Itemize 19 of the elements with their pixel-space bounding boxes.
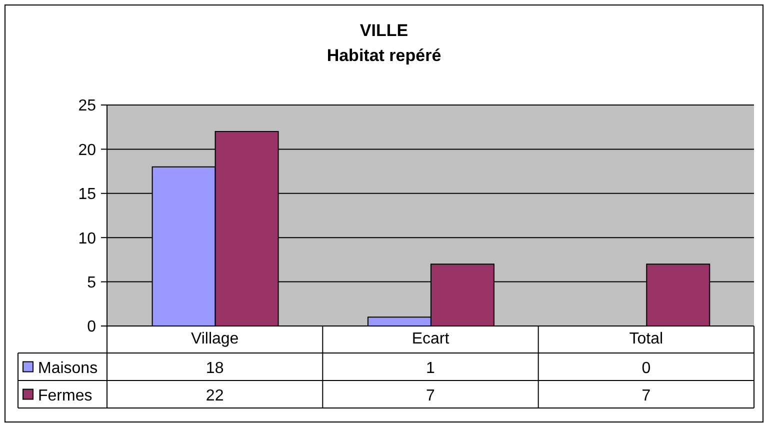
data-label: 18 [206, 360, 224, 377]
data-label: 0 [642, 360, 651, 377]
y-tick-label: 15 [78, 186, 96, 204]
chart-title: VILLE [360, 21, 408, 40]
data-label: 7 [642, 387, 651, 404]
y-tick-label: 10 [78, 230, 96, 248]
data-label: 7 [426, 387, 436, 404]
data-label: 1 [426, 360, 436, 377]
x-tick-label: Village [190, 330, 239, 348]
legend-label: Fermes [38, 387, 92, 404]
x-tick-label: Total [629, 330, 664, 348]
chart-subtitle: Habitat repéré [326, 46, 442, 65]
legend-label: Maisons [38, 360, 98, 377]
y-tick-label: 5 [87, 274, 96, 292]
y-tick-label: 25 [78, 98, 96, 115]
data-label: 22 [206, 387, 224, 404]
y-tick-label: 20 [78, 142, 96, 159]
x-tick-label: Ecart [412, 330, 450, 348]
y-tick-label: 0 [87, 318, 96, 336]
